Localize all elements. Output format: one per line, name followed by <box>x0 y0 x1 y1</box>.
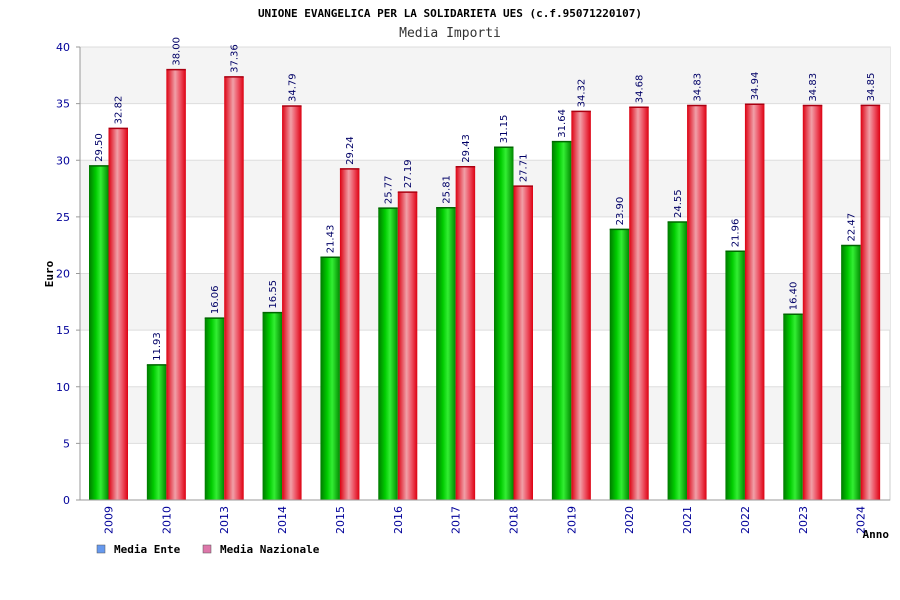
bar-media-nazionale <box>571 111 591 501</box>
bar-value-label: 29.50 <box>94 133 105 162</box>
bars: 29.50 32.82 11.93 38.00 16.06 37.36 16.55 34.79… <box>89 37 881 501</box>
bar-value-label: 34.83 <box>808 73 819 102</box>
x-tick-label: 2016 <box>392 506 405 534</box>
bar-value-label: 16.06 <box>210 285 221 314</box>
bar-value-label: 27.19 <box>403 159 414 188</box>
x-tick-label: 2018 <box>508 506 521 534</box>
bar-value-label: 16.55 <box>268 280 279 309</box>
bar-value-label: 34.83 <box>692 73 703 102</box>
grid-band <box>80 273 890 331</box>
bar-media-ente <box>667 221 688 500</box>
y-axis-label: Euro <box>43 260 56 287</box>
bar-value-label: 34.94 <box>750 72 761 101</box>
chart-title: UNIONE EVANGELICA PER LA SOLIDARIETA UES… <box>258 7 642 20</box>
bar-media-nazionale <box>860 105 881 500</box>
bar-media-ente <box>609 229 630 500</box>
grid-band <box>80 160 890 217</box>
bar-media-nazionale <box>339 168 360 500</box>
bar-value-label: 34.68 <box>634 75 645 104</box>
bar-value-label: 22.47 <box>846 213 857 242</box>
y-tick-label: 25 <box>56 211 70 224</box>
x-tick-label: 2024 <box>855 506 868 534</box>
y-tick-label: 0 <box>63 494 70 507</box>
bar-media-ente <box>320 257 340 500</box>
x-tick-label: 2009 <box>103 506 116 534</box>
axes: 0 5 10 15 20 25 30 35 40 2009 2010 2013 2014 2015 2016… <box>56 41 890 534</box>
bar-value-label: 29.24 <box>345 136 356 165</box>
bar-value-label: 25.81 <box>441 175 452 204</box>
y-tick-label: 15 <box>56 324 70 337</box>
bar-media-nazionale <box>397 192 418 501</box>
bar-value-label: 37.36 <box>229 44 240 73</box>
x-tick-label: 2021 <box>681 506 694 534</box>
bar-media-nazionale <box>513 186 533 500</box>
bar-media-nazionale <box>224 76 244 500</box>
bar-value-label: 34.79 <box>287 73 298 102</box>
x-tick-label: 2013 <box>218 506 231 534</box>
bar-value-label: 24.55 <box>673 189 684 218</box>
x-tick-label: 2020 <box>623 506 636 534</box>
bar-value-label: 32.82 <box>114 96 125 125</box>
bar-media-nazionale <box>802 105 823 501</box>
x-tick-label: 2017 <box>450 506 463 534</box>
bar-media-ente <box>262 312 283 500</box>
bar-value-label: 27.71 <box>519 154 530 183</box>
grid-bands <box>79 46 891 501</box>
bar-value-label: 16.40 <box>789 282 800 311</box>
bar-media-nazionale <box>629 107 649 501</box>
bar-media-ente <box>725 251 745 500</box>
bar-media-ente <box>89 165 109 500</box>
bar-media-ente <box>378 208 398 500</box>
bar-value-label: 21.96 <box>731 219 742 248</box>
bar-media-ente <box>551 141 572 500</box>
chart-subtitle: Media Importi <box>399 26 501 41</box>
legend-swatch <box>202 544 212 554</box>
legend-swatch <box>96 544 106 554</box>
legend-label: Media Ente <box>114 543 181 556</box>
legend-label: Media Nazionale <box>220 543 320 556</box>
y-tick-label: 5 <box>63 437 70 450</box>
x-tick-label: 2022 <box>739 506 752 534</box>
bar-media-ente <box>783 314 803 500</box>
x-tick-label: 2023 <box>797 506 810 534</box>
bar-media-nazionale <box>108 128 128 500</box>
bar-media-ente <box>146 364 167 500</box>
bar-media-ente <box>841 245 861 500</box>
grid-band <box>80 386 890 444</box>
bar-media-ente <box>494 147 514 500</box>
bar-value-label: 25.77 <box>384 176 395 205</box>
x-tick-label: 2019 <box>565 506 578 534</box>
bar-value-label: 21.43 <box>326 225 337 254</box>
bar-value-label: 34.32 <box>577 79 588 108</box>
y-tick-label: 40 <box>56 41 70 54</box>
y-tick-label: 30 <box>56 154 70 167</box>
bar-value-label: 31.15 <box>499 115 510 144</box>
bar-value-label: 31.64 <box>557 109 568 138</box>
bar-media-nazionale <box>166 69 186 501</box>
bar-media-ente <box>436 207 456 500</box>
bar-value-label: 29.43 <box>461 134 472 163</box>
bar-value-label: 23.90 <box>615 197 626 226</box>
y-tick-label: 35 <box>56 98 70 111</box>
bar-media-nazionale <box>744 104 765 500</box>
x-axis-label: Anno <box>863 528 890 541</box>
bar-value-label: 11.93 <box>152 332 163 361</box>
grid-band <box>80 47 890 104</box>
x-tick-label: 2015 <box>334 506 347 534</box>
y-tick-label: 20 <box>56 268 70 281</box>
legend: Media Ente Media Nazionale <box>96 543 320 556</box>
bar-media-nazionale <box>687 105 707 501</box>
bar-value-label: 34.85 <box>866 73 877 102</box>
bar-media-nazionale <box>282 106 302 501</box>
x-tick-label: 2010 <box>160 506 173 534</box>
bar-value-label: 38.00 <box>172 37 183 66</box>
bar-media-ente <box>204 318 225 500</box>
y-tick-label: 10 <box>56 381 70 394</box>
bar-media-nazionale <box>455 166 476 500</box>
x-tick-label: 2014 <box>276 506 289 534</box>
